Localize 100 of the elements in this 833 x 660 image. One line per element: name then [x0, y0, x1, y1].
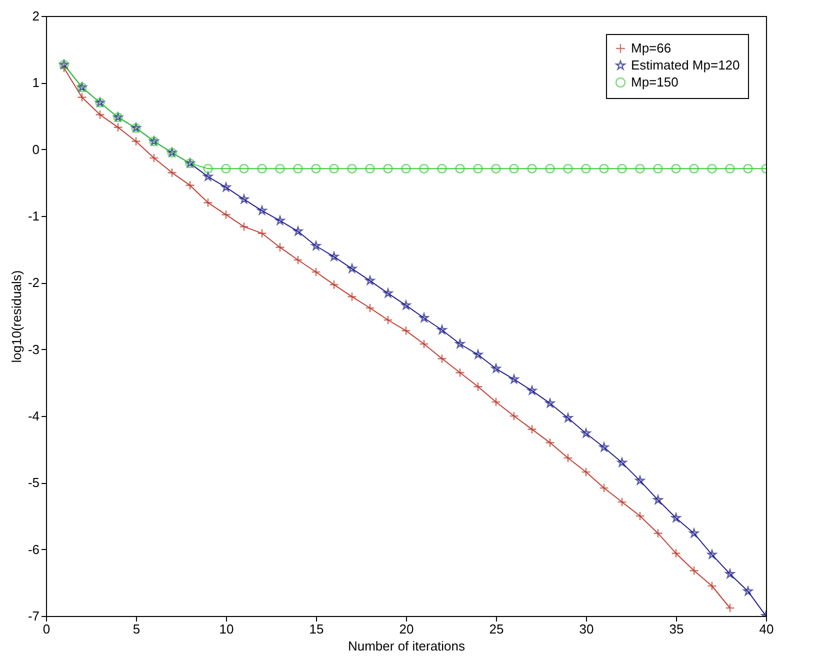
point [563, 453, 573, 463]
point [653, 495, 663, 504]
point [473, 164, 483, 174]
point [527, 386, 537, 395]
point [419, 313, 429, 322]
point [437, 325, 447, 334]
legend-label: Mp=66 [631, 40, 672, 56]
x-tick-label: 10 [219, 622, 234, 636]
y-tick-label: 1 [32, 75, 40, 90]
point [653, 528, 663, 538]
point [599, 164, 609, 174]
point [617, 164, 627, 174]
y-tick-label: -1 [28, 208, 40, 224]
point [725, 603, 735, 613]
point [689, 528, 699, 538]
point [275, 164, 285, 174]
point [329, 164, 339, 174]
point [509, 164, 519, 174]
point [473, 382, 483, 392]
y-tick-label: 0 [32, 142, 40, 157]
y-tick-label: -4 [28, 408, 40, 424]
point [365, 276, 375, 285]
point [383, 315, 393, 325]
point [185, 180, 195, 190]
point [257, 228, 267, 238]
point [671, 513, 681, 522]
point [617, 458, 627, 467]
point [491, 364, 501, 373]
x-tick-label: 25 [489, 622, 504, 636]
point [437, 354, 447, 364]
point [239, 194, 249, 204]
point [347, 164, 357, 174]
point [221, 164, 231, 174]
point [635, 476, 645, 485]
point [581, 467, 591, 477]
point [455, 339, 465, 348]
point [527, 424, 537, 434]
y-tick-label: -3 [28, 342, 40, 357]
point [563, 164, 573, 174]
point [239, 164, 249, 174]
x-axis-title: Number of iterations [348, 638, 466, 654]
point [509, 374, 519, 384]
point [311, 267, 321, 277]
x-tick-label: 35 [669, 622, 684, 636]
point [491, 164, 501, 174]
point [77, 92, 87, 102]
point [545, 398, 555, 408]
point [203, 164, 213, 174]
x-tick-label: 15 [309, 622, 324, 636]
point [671, 548, 681, 558]
point [437, 164, 447, 174]
point [743, 586, 753, 596]
point [581, 164, 591, 174]
point [383, 164, 393, 174]
point [329, 280, 339, 290]
point [725, 164, 735, 174]
point [239, 222, 249, 232]
y-tick-label: 2 [32, 8, 40, 24]
x-tick-label: 0 [42, 622, 50, 636]
point [581, 428, 591, 438]
legend-label: Mp=150 [631, 74, 678, 90]
point [113, 122, 123, 132]
point [257, 164, 267, 174]
point [311, 164, 321, 174]
point [149, 153, 159, 163]
point [455, 368, 465, 378]
x-tick-label: 20 [399, 622, 414, 636]
point [743, 164, 753, 174]
point [203, 172, 213, 181]
point [707, 550, 717, 559]
point [401, 300, 411, 310]
point [689, 164, 699, 174]
point [509, 411, 519, 421]
y-tick-label: -7 [28, 608, 40, 624]
point [311, 241, 321, 250]
point [707, 581, 717, 591]
point [545, 438, 555, 448]
point [347, 264, 357, 273]
point [599, 483, 609, 493]
point [455, 164, 465, 174]
point [131, 136, 141, 146]
x-tick-label: 5 [132, 622, 140, 636]
point [221, 182, 231, 192]
y-axis-title: log10(residuals) [8, 270, 24, 363]
point [563, 413, 573, 422]
point [419, 339, 429, 349]
point [293, 255, 303, 265]
point [419, 164, 429, 174]
point [725, 569, 735, 578]
point [545, 164, 555, 174]
point [275, 216, 285, 225]
point [689, 566, 699, 576]
point [473, 350, 483, 359]
point [401, 326, 411, 336]
point [221, 210, 231, 220]
point [671, 164, 681, 174]
point [293, 226, 303, 236]
y-tick-label: -6 [28, 542, 40, 557]
point [635, 511, 645, 521]
x-tick-label: 30 [579, 622, 594, 636]
